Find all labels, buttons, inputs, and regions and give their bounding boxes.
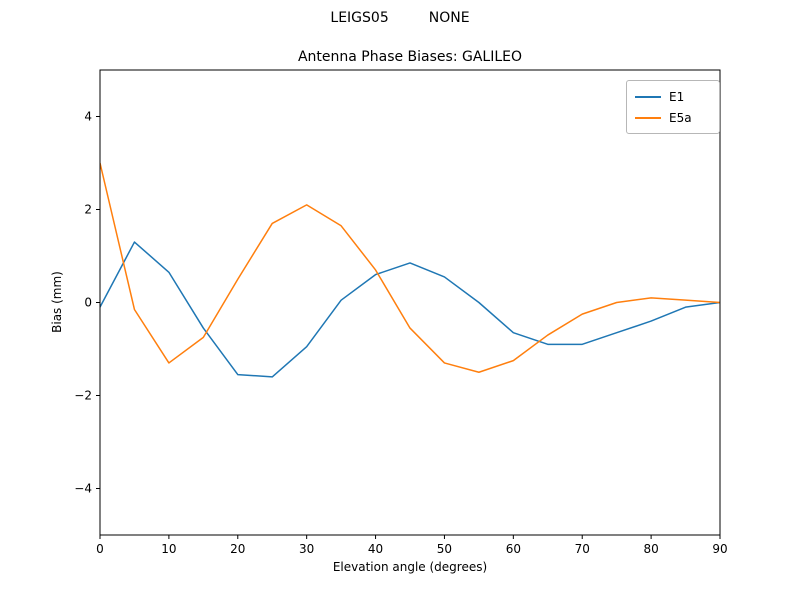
axes-frame <box>99 69 721 536</box>
x-axis-label: Elevation angle (degrees) <box>332 560 488 574</box>
series-line-e1 <box>100 241 720 378</box>
legend-label-e1: E1 <box>669 89 685 104</box>
x-tick-label: 70 <box>575 542 590 556</box>
series-line-e5a <box>100 162 720 373</box>
y-tick-label: −4 <box>74 482 92 496</box>
legend-item-e1: E1 <box>635 86 711 107</box>
y-tick-label: 4 <box>84 110 92 124</box>
y-tick-label: −2 <box>74 389 92 403</box>
x-tick-label: 50 <box>437 542 452 556</box>
x-tick-label: 90 <box>712 542 727 556</box>
chart-title: Antenna Phase Biases: GALILEO <box>297 49 523 65</box>
x-tick-label: 10 <box>161 542 176 556</box>
legend-item-e5a: E5a <box>635 107 711 128</box>
legend: E1 E5a <box>626 80 720 134</box>
y-tick-label: 2 <box>84 203 92 217</box>
x-tick-label: 0 <box>96 542 104 556</box>
legend-label-e5a: E5a <box>669 110 692 125</box>
legend-line-e1 <box>635 95 661 98</box>
y-tick-label: 0 <box>84 296 92 310</box>
figure-suptitle: LEIGS05 NONE <box>330 10 470 26</box>
legend-line-e5a <box>635 116 661 119</box>
x-tick-label: 30 <box>299 542 314 556</box>
x-tick-label: 20 <box>230 542 245 556</box>
x-tick-label: 40 <box>368 542 383 556</box>
x-tick-label: 80 <box>643 542 658 556</box>
x-tick-label: 60 <box>506 542 521 556</box>
